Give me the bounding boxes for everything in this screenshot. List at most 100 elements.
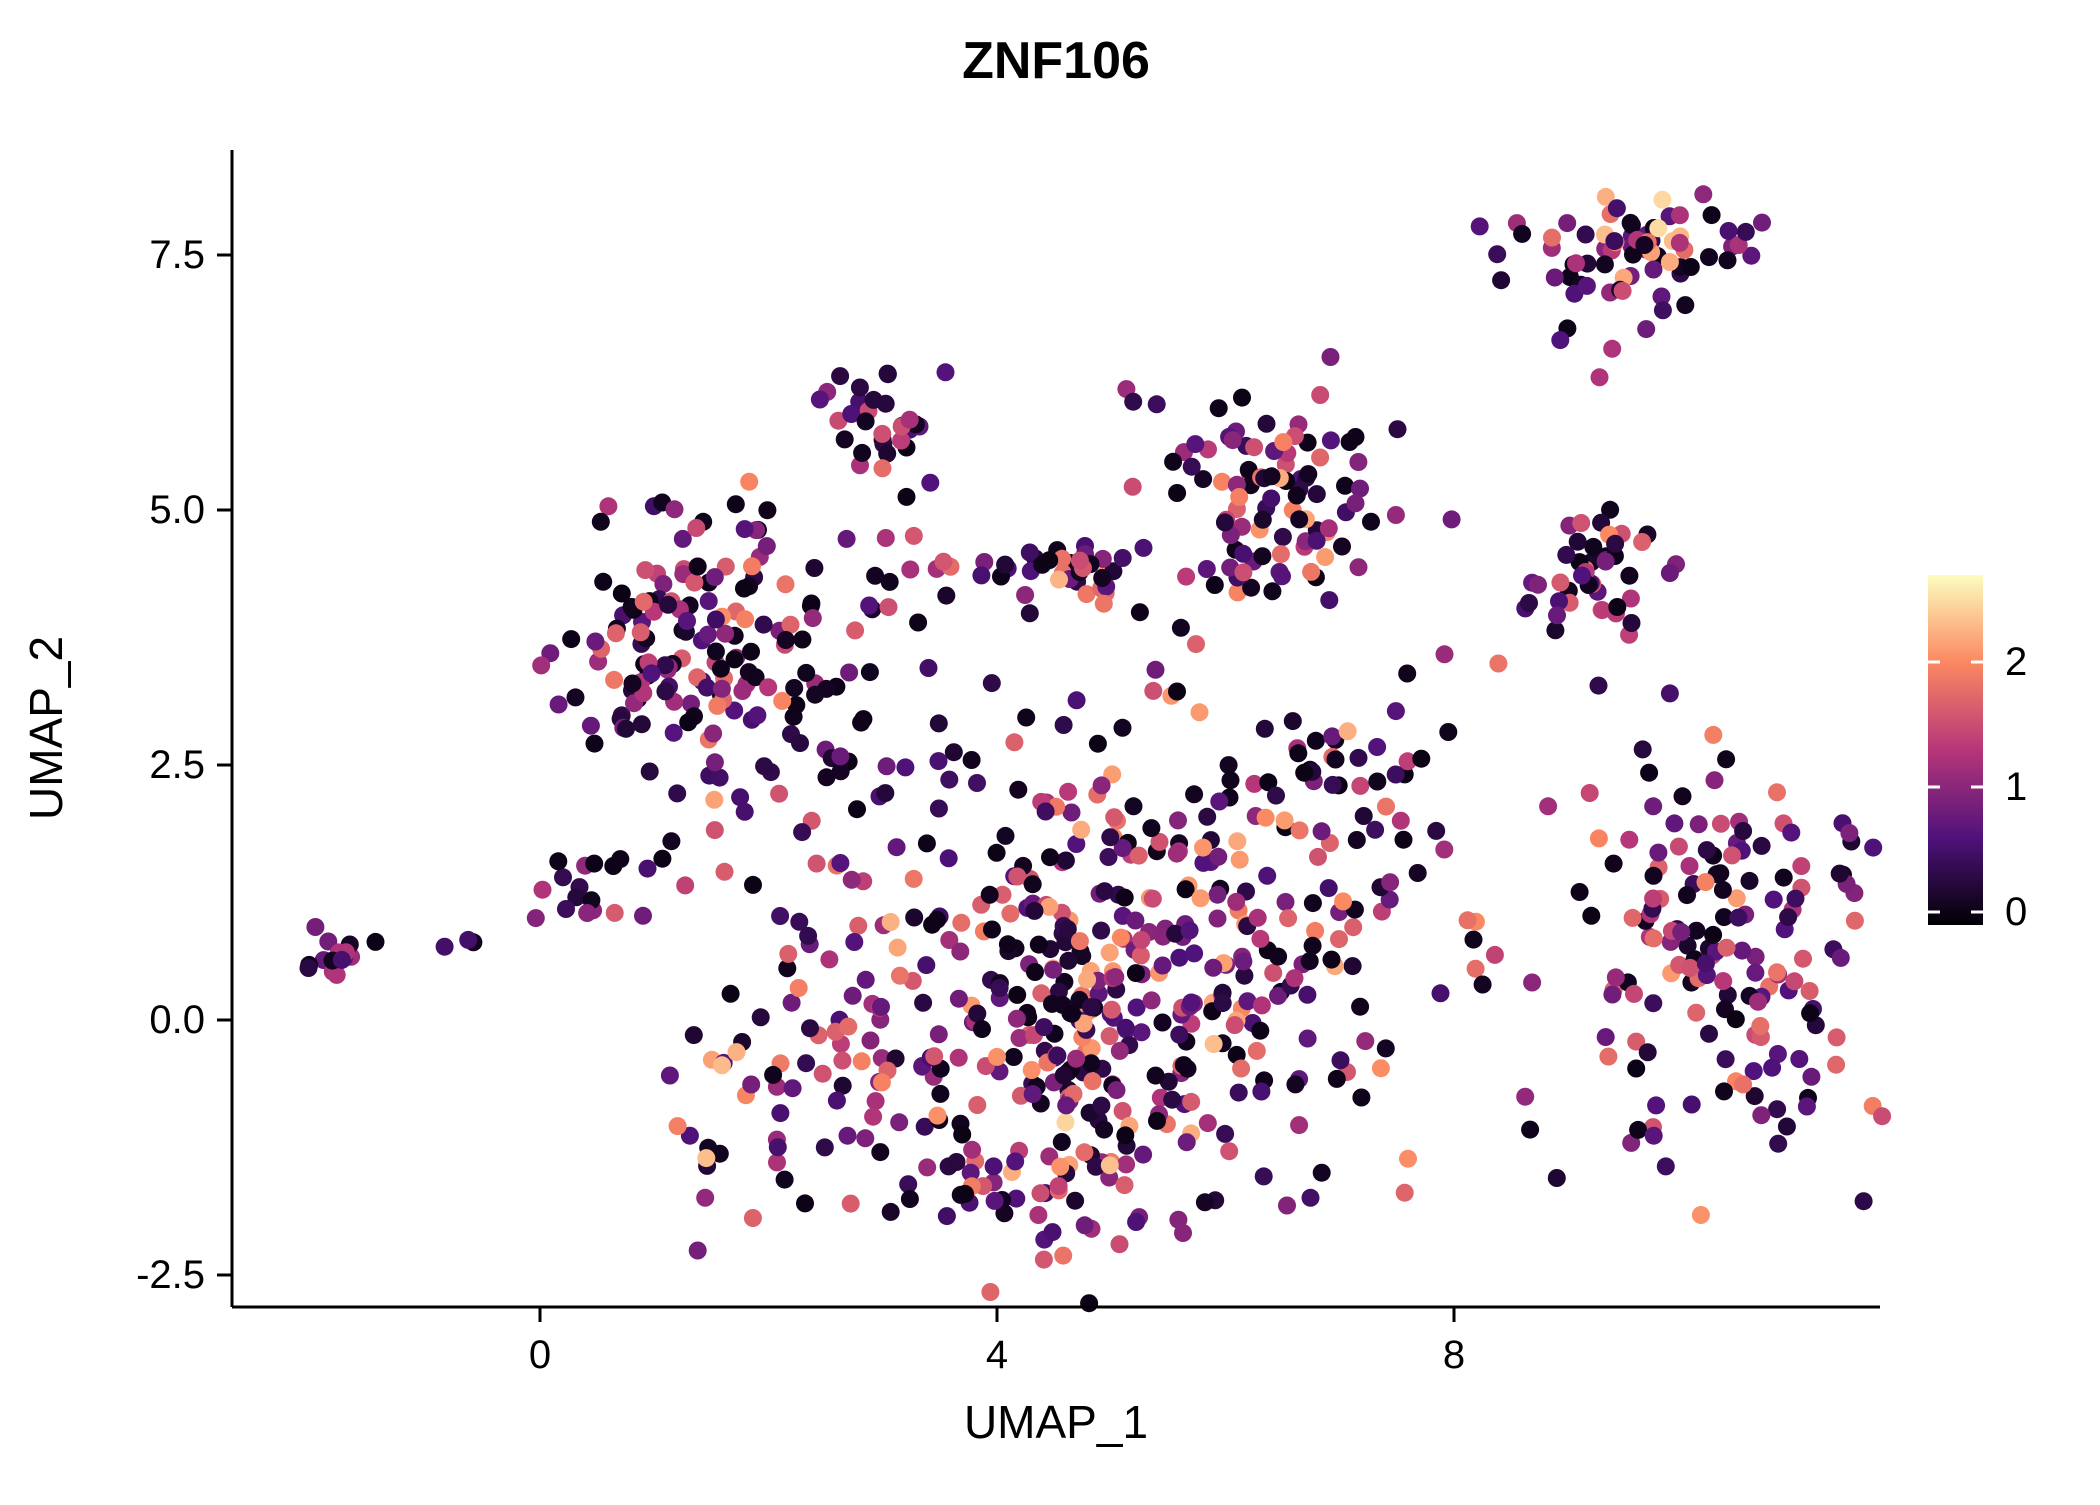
data-point (937, 586, 956, 605)
data-point (1644, 994, 1663, 1013)
data-point (1075, 1216, 1094, 1235)
data-point (1827, 1055, 1846, 1074)
data-point (1150, 832, 1169, 851)
data-point (1352, 1088, 1371, 1107)
data-point (1704, 925, 1723, 944)
data-point (742, 1075, 761, 1094)
data-point (721, 984, 740, 1003)
data-point (1653, 301, 1672, 320)
data-point (1009, 780, 1028, 799)
data-point (1435, 840, 1454, 859)
data-point (1638, 1043, 1657, 1062)
data-point (1020, 543, 1039, 562)
data-point (1221, 771, 1240, 790)
data-point (1768, 963, 1786, 982)
data-point (1782, 823, 1801, 842)
data-point (1716, 1050, 1735, 1069)
data-point (1170, 1025, 1189, 1044)
data-point (748, 706, 767, 725)
data-point (1557, 545, 1576, 564)
data-point (892, 431, 911, 450)
data-point (1346, 494, 1365, 513)
data-point (1262, 467, 1281, 486)
data-point (936, 363, 955, 382)
data-point (662, 832, 681, 851)
data-point (1194, 470, 1213, 489)
data-point (815, 1138, 834, 1157)
data-point (1228, 832, 1247, 851)
data-point (1319, 879, 1338, 898)
data-point (1147, 395, 1166, 414)
data-point (1715, 908, 1733, 927)
data-point (1080, 1294, 1099, 1313)
data-point (1029, 935, 1048, 954)
data-point (1689, 815, 1708, 834)
data-point (1225, 1016, 1244, 1035)
data-point (1338, 722, 1357, 741)
x-tick-label: 8 (1443, 1333, 1465, 1377)
data-point (1073, 947, 1092, 966)
data-point (776, 575, 795, 594)
data-point (944, 743, 963, 762)
data-point (770, 784, 789, 803)
data-point (805, 559, 824, 577)
data-point (1253, 547, 1272, 566)
data-point (715, 862, 734, 881)
data-point (1043, 994, 1061, 1013)
data-point (1577, 276, 1596, 295)
data-point (1067, 1049, 1086, 1068)
data-point (797, 1054, 816, 1073)
data-point (1262, 489, 1281, 508)
data-point (710, 768, 729, 787)
data-point (1227, 892, 1246, 911)
data-point (605, 903, 624, 922)
data-point (872, 1073, 891, 1092)
data-point (735, 520, 754, 539)
data-point (1300, 952, 1319, 971)
data-point (1845, 911, 1864, 930)
data-point (1660, 253, 1679, 271)
data-point (1790, 1050, 1809, 1068)
data-point (878, 364, 897, 383)
data-point (306, 918, 325, 936)
data-point (1545, 268, 1564, 287)
data-point (1259, 773, 1278, 792)
data-point (1326, 750, 1345, 769)
data-point (1427, 821, 1446, 840)
data-point (925, 1047, 944, 1066)
data-point (532, 656, 551, 675)
data-point (1644, 1126, 1663, 1145)
data-point (1290, 821, 1309, 840)
data-point (1185, 944, 1204, 963)
data-point (1215, 513, 1234, 532)
data-point (611, 850, 630, 869)
data-point (790, 912, 809, 931)
data-point (983, 920, 1001, 939)
data-point (1026, 963, 1044, 981)
data-point (1627, 1032, 1646, 1051)
data-point (1608, 598, 1627, 616)
data-point (799, 926, 818, 945)
data-point (612, 584, 631, 603)
data-point (1700, 1024, 1718, 1043)
data-point (813, 1064, 832, 1083)
data-point (1673, 787, 1692, 806)
data-point (1186, 435, 1205, 454)
data-point (1656, 1157, 1675, 1176)
data-point (1714, 972, 1733, 991)
data-point (1334, 892, 1353, 911)
data-point (1377, 797, 1395, 816)
data-point (1043, 1223, 1062, 1242)
data-point (1768, 1045, 1787, 1063)
data-point (929, 799, 948, 818)
data-point (1523, 973, 1542, 992)
data-point (712, 679, 731, 698)
data-point (1349, 748, 1368, 767)
data-point (1488, 245, 1507, 264)
data-point (1289, 744, 1308, 763)
data-point (1570, 883, 1589, 901)
data-point (1182, 457, 1201, 476)
data-point (1777, 1117, 1796, 1136)
data-point (1209, 847, 1228, 866)
data-point (1092, 776, 1111, 795)
